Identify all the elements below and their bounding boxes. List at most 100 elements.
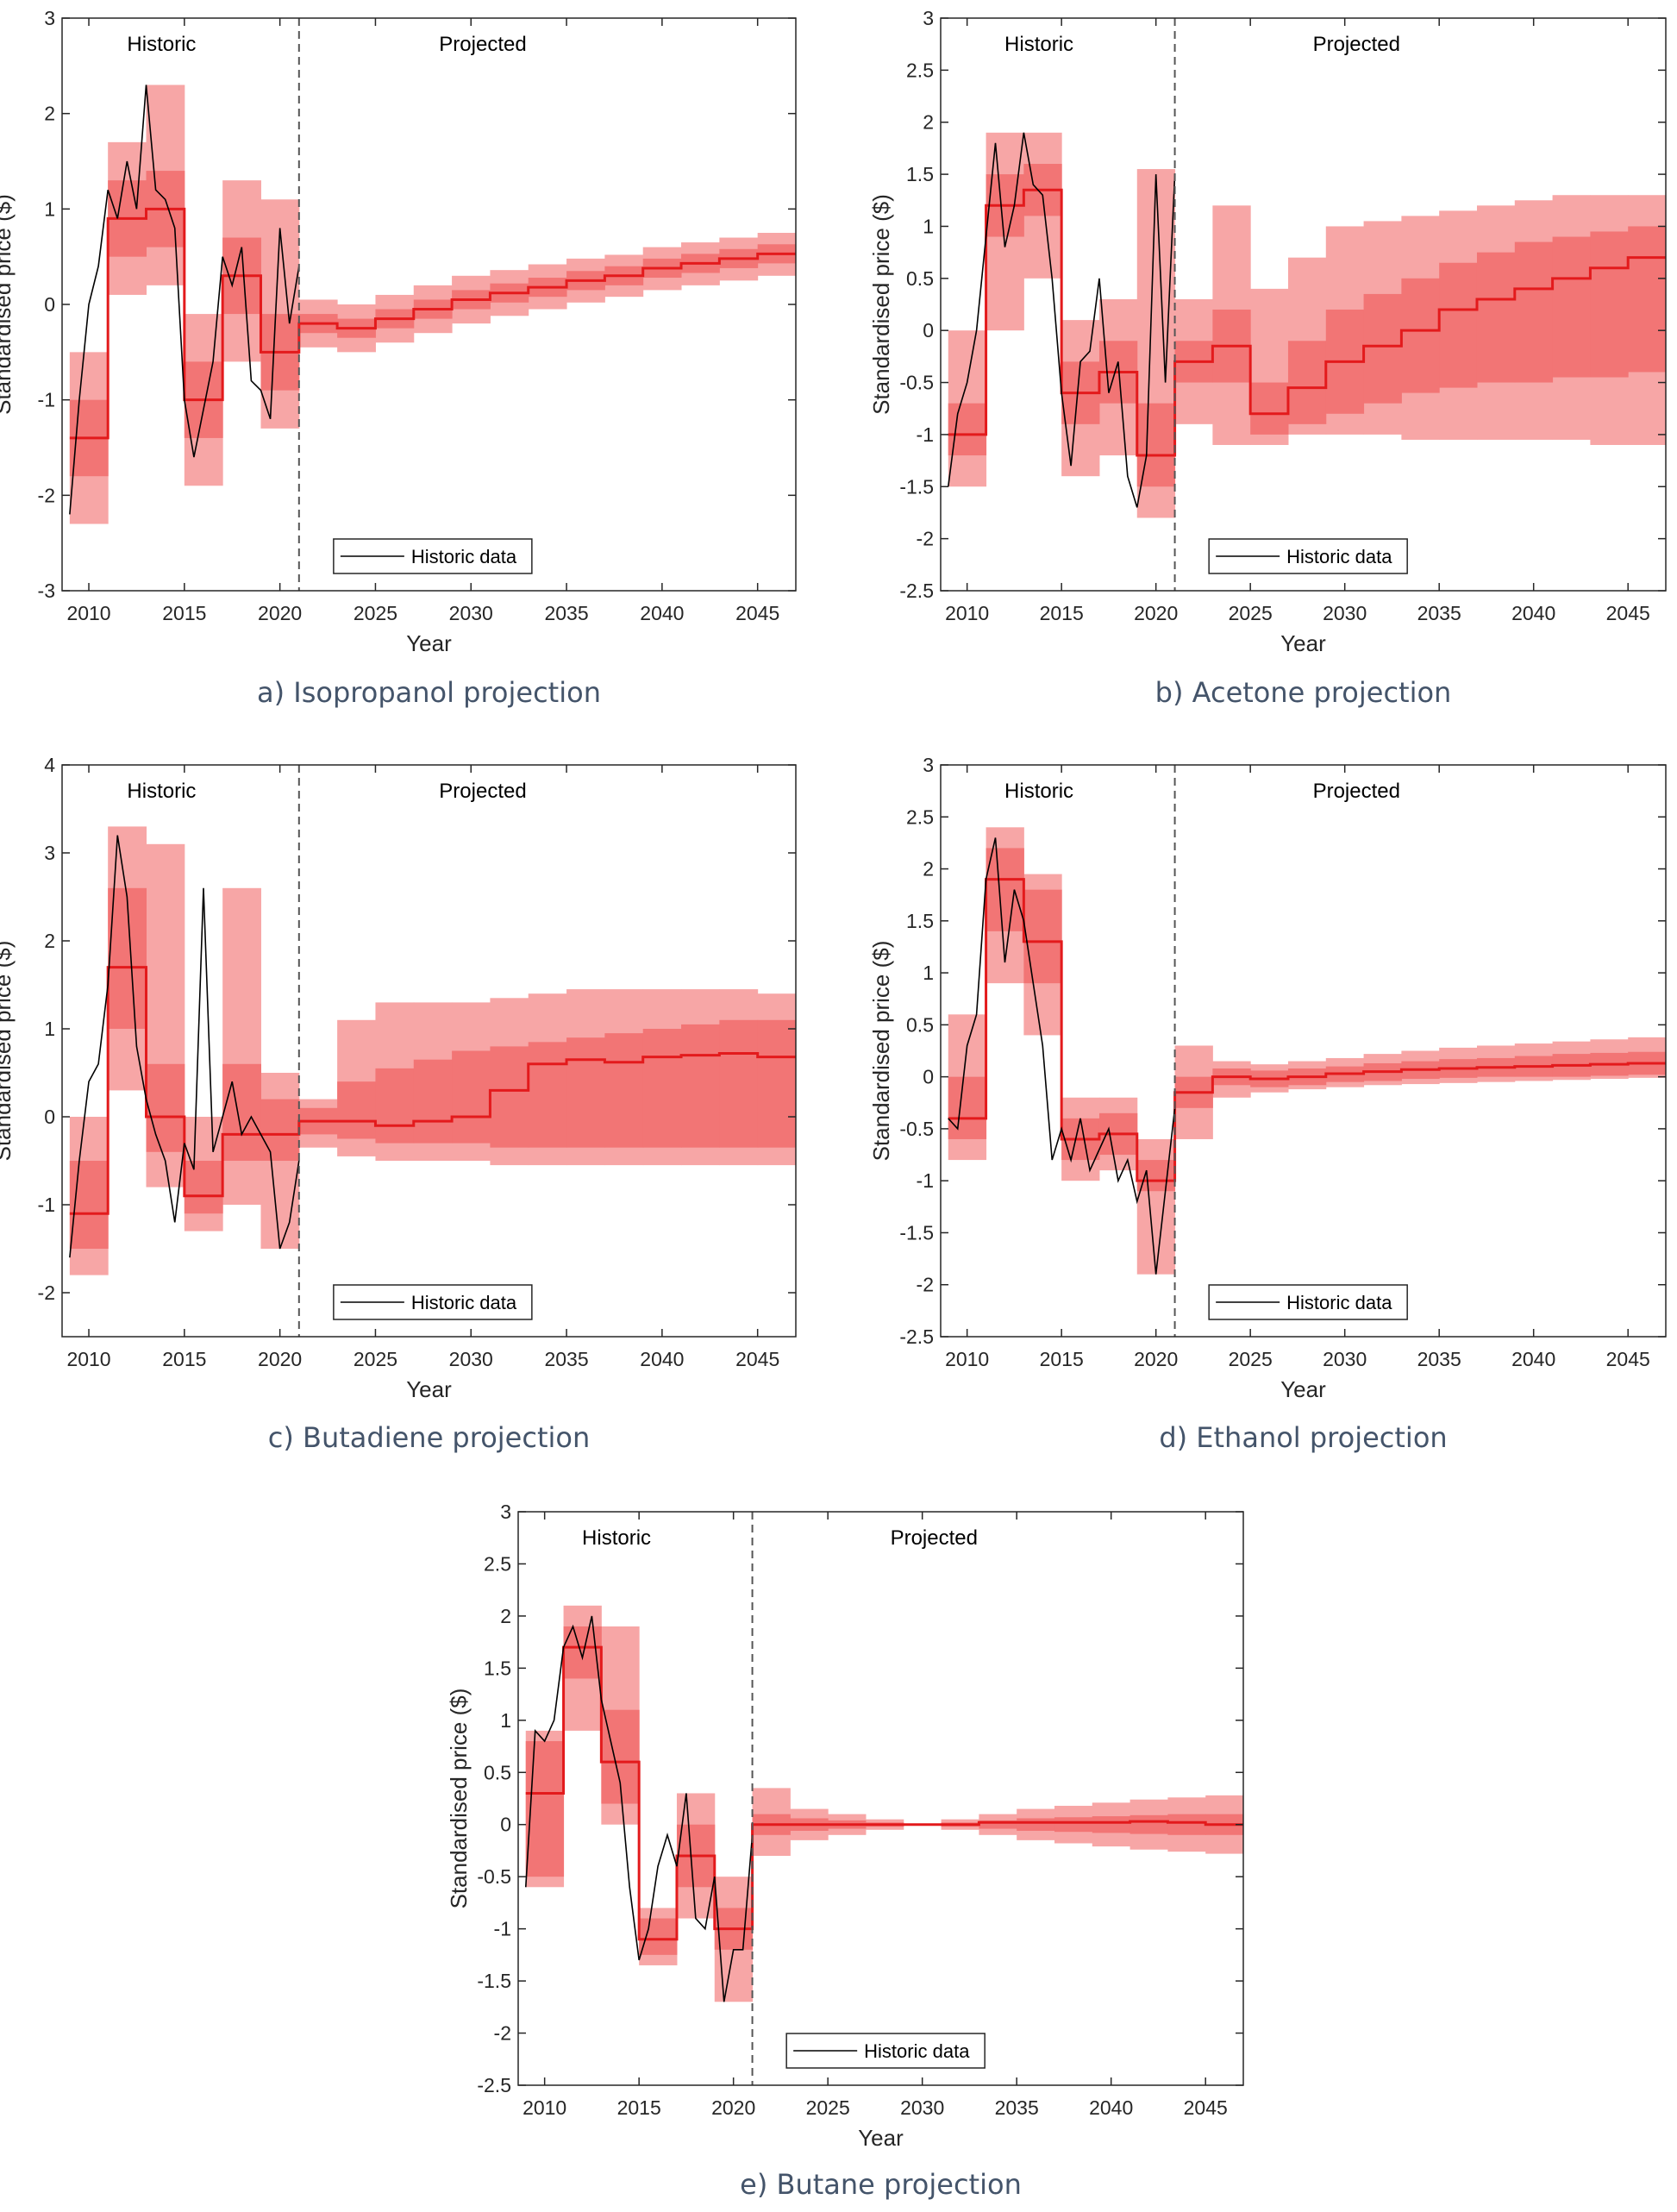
y-tick-label: 2 — [44, 930, 55, 952]
y-tick-label: 2 — [500, 1605, 511, 1627]
band-step — [1023, 889, 1062, 984]
y-tick-label: 3 — [44, 842, 55, 864]
band-step — [146, 1063, 185, 1152]
y-tick-label: -1 — [494, 1918, 511, 1940]
axes-frame — [940, 17, 1667, 592]
y-tick-label: 1.5 — [906, 910, 934, 932]
x-tick-label: 2010 — [945, 602, 989, 624]
band-step — [757, 1019, 796, 1148]
chart-panel: 2010 2015 2020 2025 2030 2035 2040 2045 -2.5 -2 -1… — [446, 1501, 1244, 2201]
caption: d) Ethanol projection — [1159, 1421, 1447, 1454]
legend-label: Historic data — [1286, 1292, 1392, 1313]
band-step — [986, 848, 1024, 931]
x-tick-label: 2030 — [1323, 1348, 1367, 1370]
x-tick-label: 2025 — [354, 1348, 397, 1370]
x-tick-label: 2015 — [617, 2096, 661, 2119]
y-tick-label: 4 — [44, 754, 55, 776]
historic-line — [69, 835, 300, 1258]
band-step — [375, 1068, 415, 1144]
x-tick-label: 2010 — [522, 2096, 566, 2119]
legend-label: Historic data — [411, 1292, 517, 1313]
y-tick-label: 1 — [923, 215, 934, 237]
y-tick-label: -2.5 — [899, 1325, 934, 1348]
band-step — [69, 1161, 109, 1249]
x-tick-label: 2030 — [449, 1348, 493, 1370]
y-tick-label: 0 — [923, 1066, 934, 1088]
y-tick-label: 3 — [500, 1501, 511, 1523]
band-step — [719, 1019, 759, 1148]
y-tick-label: 1 — [44, 197, 55, 220]
historic-line — [69, 85, 300, 515]
x-tick-label: 2025 — [354, 602, 397, 624]
median-line — [948, 878, 1666, 1182]
chart-panel: 2010 2015 2020 2025 2030 2035 2040 2045 -2.5 -2 -1… — [868, 7, 1667, 709]
band-step — [490, 1046, 529, 1148]
band-step — [525, 1741, 565, 1877]
plot-area — [947, 132, 1666, 518]
band-step — [604, 1033, 644, 1148]
y-tick-label: -2.5 — [477, 2074, 511, 2096]
y-tick-label: 0 — [500, 1814, 511, 1836]
x-tick-label: 2040 — [1511, 1348, 1555, 1370]
band-step — [1590, 231, 1629, 378]
axes-frame — [61, 764, 797, 1338]
band-step — [108, 887, 147, 1029]
y-tick-label: 3 — [923, 7, 934, 29]
y-tick-label: 2.5 — [906, 805, 934, 828]
y-tick-label: -2 — [38, 484, 55, 506]
x-tick-label: 2045 — [1606, 602, 1650, 624]
band-step — [413, 1059, 453, 1144]
band-step — [1054, 1817, 1093, 1833]
x-tick-label: 2015 — [162, 1348, 206, 1370]
y-tick-label: 1 — [44, 1018, 55, 1040]
band-step — [528, 1042, 567, 1148]
x-tick-label: 2035 — [1417, 1348, 1461, 1370]
historic-line — [524, 1615, 754, 2002]
x-tick-label: 2030 — [900, 2096, 944, 2119]
x-axis-label: Year — [858, 2125, 904, 2151]
x-tick-label: 2025 — [1229, 602, 1273, 624]
axes-frame — [940, 764, 1667, 1338]
y-tick-label: 2 — [44, 103, 55, 125]
x-tick-label: 2040 — [1511, 602, 1555, 624]
y-tick-label: 0.5 — [484, 1761, 511, 1783]
band-step — [1476, 252, 1516, 383]
band-step — [1136, 1160, 1176, 1192]
y-tick-label: -3 — [38, 580, 55, 602]
band-step — [1287, 341, 1327, 424]
band-step — [948, 403, 987, 456]
band-step — [1439, 262, 1478, 388]
band-step — [1628, 226, 1666, 373]
y-tick-label: -0.5 — [477, 1865, 511, 1888]
x-tick-label: 2020 — [258, 602, 302, 624]
band-step — [1129, 1814, 1168, 1834]
band-step — [1401, 278, 1440, 393]
plot-area — [69, 826, 796, 1275]
x-axis-label: Year — [406, 630, 452, 656]
y-axis-label: Standardised price ($) — [0, 194, 16, 415]
x-tick-label: 2040 — [1089, 2096, 1133, 2119]
x-tick-label: 2010 — [66, 1348, 110, 1370]
y-tick-label: 1.5 — [906, 163, 934, 185]
x-tick-label: 2045 — [1184, 2096, 1228, 2119]
region-label: Projected — [439, 33, 526, 56]
region-label: Historic — [582, 1526, 651, 1550]
caption: c) Butadiene projection — [268, 1421, 590, 1454]
y-tick-label: -1.5 — [899, 1221, 934, 1244]
y-tick-label: -1 — [917, 1169, 934, 1192]
x-tick-label: 2020 — [711, 2096, 755, 2119]
band-step — [184, 1161, 223, 1214]
region-label: Historic — [127, 780, 196, 803]
band-step — [222, 1063, 261, 1161]
x-tick-label: 2015 — [1040, 602, 1084, 624]
y-tick-label: -2.5 — [899, 580, 934, 602]
y-tick-label: -1 — [38, 389, 55, 411]
x-tick-label: 2015 — [1040, 1348, 1084, 1370]
x-axis-label: Year — [406, 1376, 452, 1402]
region-label: Projected — [439, 780, 526, 803]
x-axis-label: Year — [1280, 1376, 1326, 1402]
region-label: Historic — [1004, 780, 1073, 803]
x-tick-label: 2015 — [162, 602, 206, 624]
caption: a) Isopropanol projection — [257, 676, 601, 709]
